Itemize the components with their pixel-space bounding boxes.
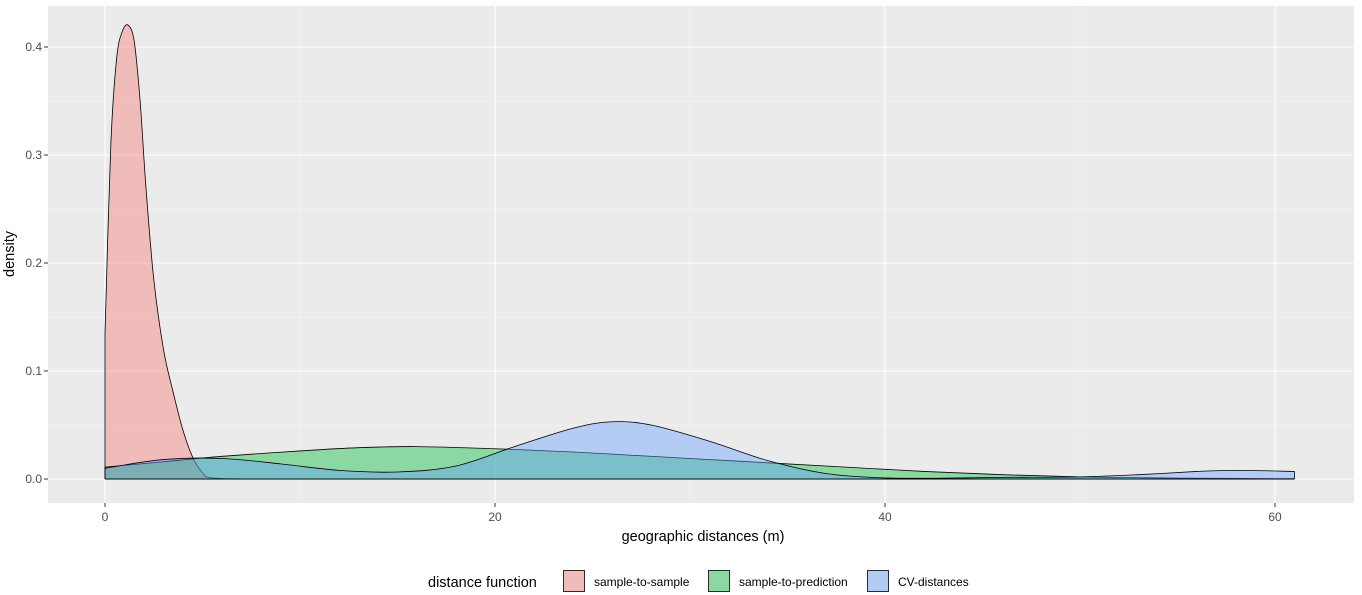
legend-key-bg (867, 570, 889, 592)
legend-key-bg (708, 570, 730, 592)
density-areas (104, 24, 1295, 480)
y-tick-label: 0.1 (25, 364, 42, 378)
y-tick-label: 0.4 (25, 40, 42, 54)
legend-swatch (867, 570, 889, 592)
legend-title: distance function (428, 575, 537, 591)
legend-label: CV-distances (898, 575, 969, 589)
legend-entry-sample-to-sample: sample-to-sample (563, 570, 690, 592)
plot-panel (48, 6, 1354, 503)
x-tick-label: 20 (488, 510, 502, 524)
legend-swatch (708, 570, 730, 592)
legend: distance function sample-to-sample sample… (428, 570, 969, 592)
axis-ticks (44, 46, 1276, 507)
y-tick-label: 0.3 (25, 148, 42, 162)
x-tick-label: 40 (878, 510, 892, 524)
axis-tick-labels: 0 20 40 60 0.0 0.1 0.2 0.3 0.4 (25, 40, 1282, 524)
density-area-cv-distances (105, 421, 1295, 479)
density-area-sample-to-prediction (105, 446, 1295, 479)
y-tick-label: 0.0 (25, 472, 42, 486)
legend-label: sample-to-prediction (739, 575, 848, 589)
legend-swatch (563, 570, 585, 592)
y-tick-label: 0.2 (25, 256, 42, 270)
minor-gridlines (48, 6, 1354, 503)
x-tick-label: 60 (1268, 510, 1282, 524)
x-axis-title: geographic distances (m) (622, 529, 785, 545)
legend-key-bg (563, 570, 585, 592)
legend-entry-sample-to-prediction: sample-to-prediction (708, 570, 848, 592)
y-axis-title: density (2, 230, 18, 277)
legend-label: sample-to-sample (594, 575, 690, 589)
density-line-cv-distances (104, 421, 1295, 479)
x-tick-label: 0 (102, 510, 109, 524)
legend-entry-cv-distances: CV-distances (867, 570, 969, 592)
